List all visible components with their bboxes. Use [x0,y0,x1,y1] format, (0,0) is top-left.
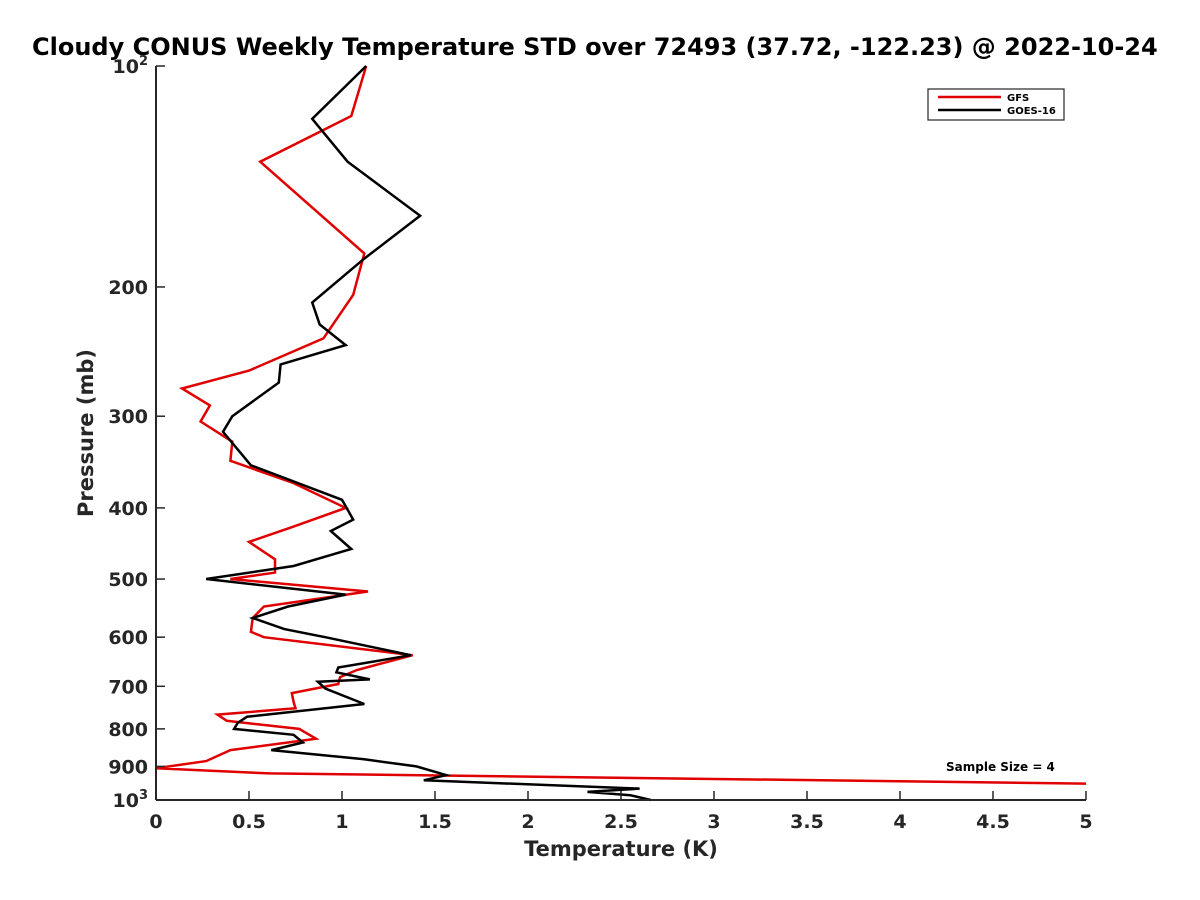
x-ticks: 0 0.5 1 1.5 2 2.5 3 3.5 4 4.5 5 [149,791,1093,833]
axes [155,66,1086,801]
x-tick-label: 0 [149,811,162,833]
legend-label-goes16: GOES-16 [1007,106,1056,117]
y-tick-label: 200 [108,277,148,299]
y-tick-label: 700 [108,676,148,698]
x-tick-label: 5 [1079,811,1092,833]
legend-box [927,88,1065,121]
y-axis-label: Pressure (mb) [74,349,98,517]
plot-lines [156,65,1086,802]
x-tick-label: 1.5 [418,811,452,833]
y-tick-label: 800 [108,719,148,741]
x-tick-label: 1 [335,811,348,833]
x-axis-label: Temperature (K) [524,837,718,861]
x-tick-label: 3.5 [790,811,824,833]
series-line-goes16 [206,65,652,802]
y-tick-label: 300 [108,406,148,428]
sample-size-annotation: Sample Size = 4 [946,760,1055,774]
x-tick-label: 2 [521,811,534,833]
y-ticks: 102 200 300 400 500 600 700 800 900 103 [108,54,165,812]
y-tick-label: 500 [108,569,148,591]
series-line-gfs [156,65,1086,785]
y-tick-label: 900 [108,756,148,778]
y-tick-label: 102 [113,54,149,78]
chart-title: Cloudy CONUS Weekly Temperature STD over… [32,33,1158,61]
y-tick-label: 600 [108,627,148,649]
x-tick-label: 0.5 [232,811,266,833]
legend: GFS GOES-16 [927,88,1065,121]
x-tick-label: 4 [893,811,906,833]
legend-label-gfs: GFS [1007,93,1029,104]
x-tick-label: 2.5 [604,811,638,833]
x-tick-label: 4.5 [976,811,1010,833]
x-tick-label: 3 [707,811,720,833]
y-tick-label: 103 [113,788,149,812]
y-tick-label: 400 [108,498,148,520]
